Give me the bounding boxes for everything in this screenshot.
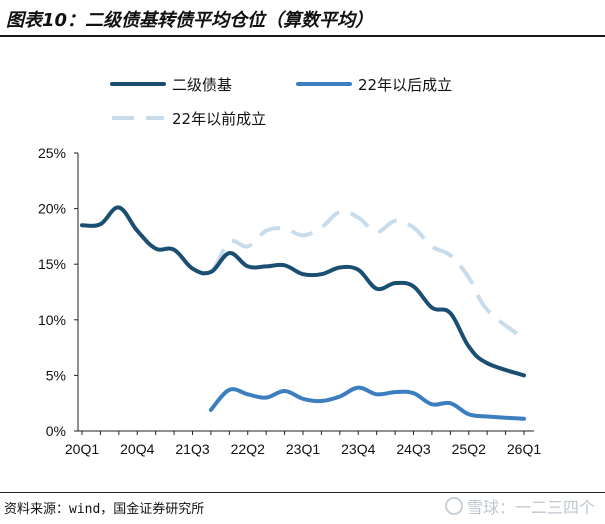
y-tick-label: 5% [46, 367, 66, 383]
legend-item-before-2022: 22年以前成立 [112, 110, 266, 128]
watermark: 雪球：一二三四个 [444, 494, 595, 518]
line-chart: 二级债基 22年以后成立 22年以前成立 0% 5% 10% 15% 20% 25% 20Q1… [38, 76, 541, 457]
legend-label: 二级债基 [172, 76, 232, 94]
x-tick-label: 25Q2 [452, 441, 486, 457]
x-tick-label: 26Q1 [507, 441, 541, 457]
snowball-logo-icon [444, 497, 463, 515]
x-tick-label: 21Q3 [175, 441, 209, 457]
footer-divider [0, 492, 605, 493]
y-tick-label: 0% [46, 423, 66, 439]
plot-area [80, 205, 526, 421]
legend-item-erji-zhaijii: 二级债基 [110, 76, 232, 94]
y-tick-label: 15% [38, 256, 66, 272]
series-line-after-2022 [208, 385, 526, 421]
legend-item-after-2022: 22年以后成立 [296, 76, 452, 94]
x-tick-label: 23Q4 [341, 441, 375, 457]
x-tick-label: 20Q1 [65, 441, 99, 457]
x-tick-label: 23Q1 [286, 441, 320, 457]
x-tick-label: 20Q4 [120, 441, 154, 457]
legend-label: 22年以后成立 [358, 76, 452, 94]
y-tick-label: 25% [38, 145, 66, 161]
series-line-before-2022 [81, 205, 526, 341]
y-tick-label: 10% [38, 312, 66, 328]
source-note: 资料来源：wind，国金证券研究所 [4, 502, 205, 517]
title-divider [0, 35, 605, 37]
x-tick-label: 24Q3 [396, 441, 430, 457]
y-axis: 0% 5% 10% 15% 20% 25% [38, 145, 79, 439]
x-axis: 20Q1 20Q4 21Q3 22Q2 23Q1 23Q4 24Q3 25Q2 26Q1 [65, 430, 541, 457]
chart-legend: 二级债基 22年以后成立 22年以前成立 [110, 76, 452, 128]
x-tick-label: 22Q2 [231, 441, 265, 457]
series-line-erji-zhaijii [80, 205, 526, 378]
y-tick-label: 20% [38, 201, 66, 217]
title-bar: 图表10：二级债基转债平均仓位（算数平均） [0, 0, 605, 37]
chart-title: 图表10：二级债基转债平均仓位（算数平均） [6, 10, 374, 31]
watermark-text: 雪球：一二三四个 [466, 498, 595, 517]
legend-label: 22年以前成立 [172, 110, 266, 128]
